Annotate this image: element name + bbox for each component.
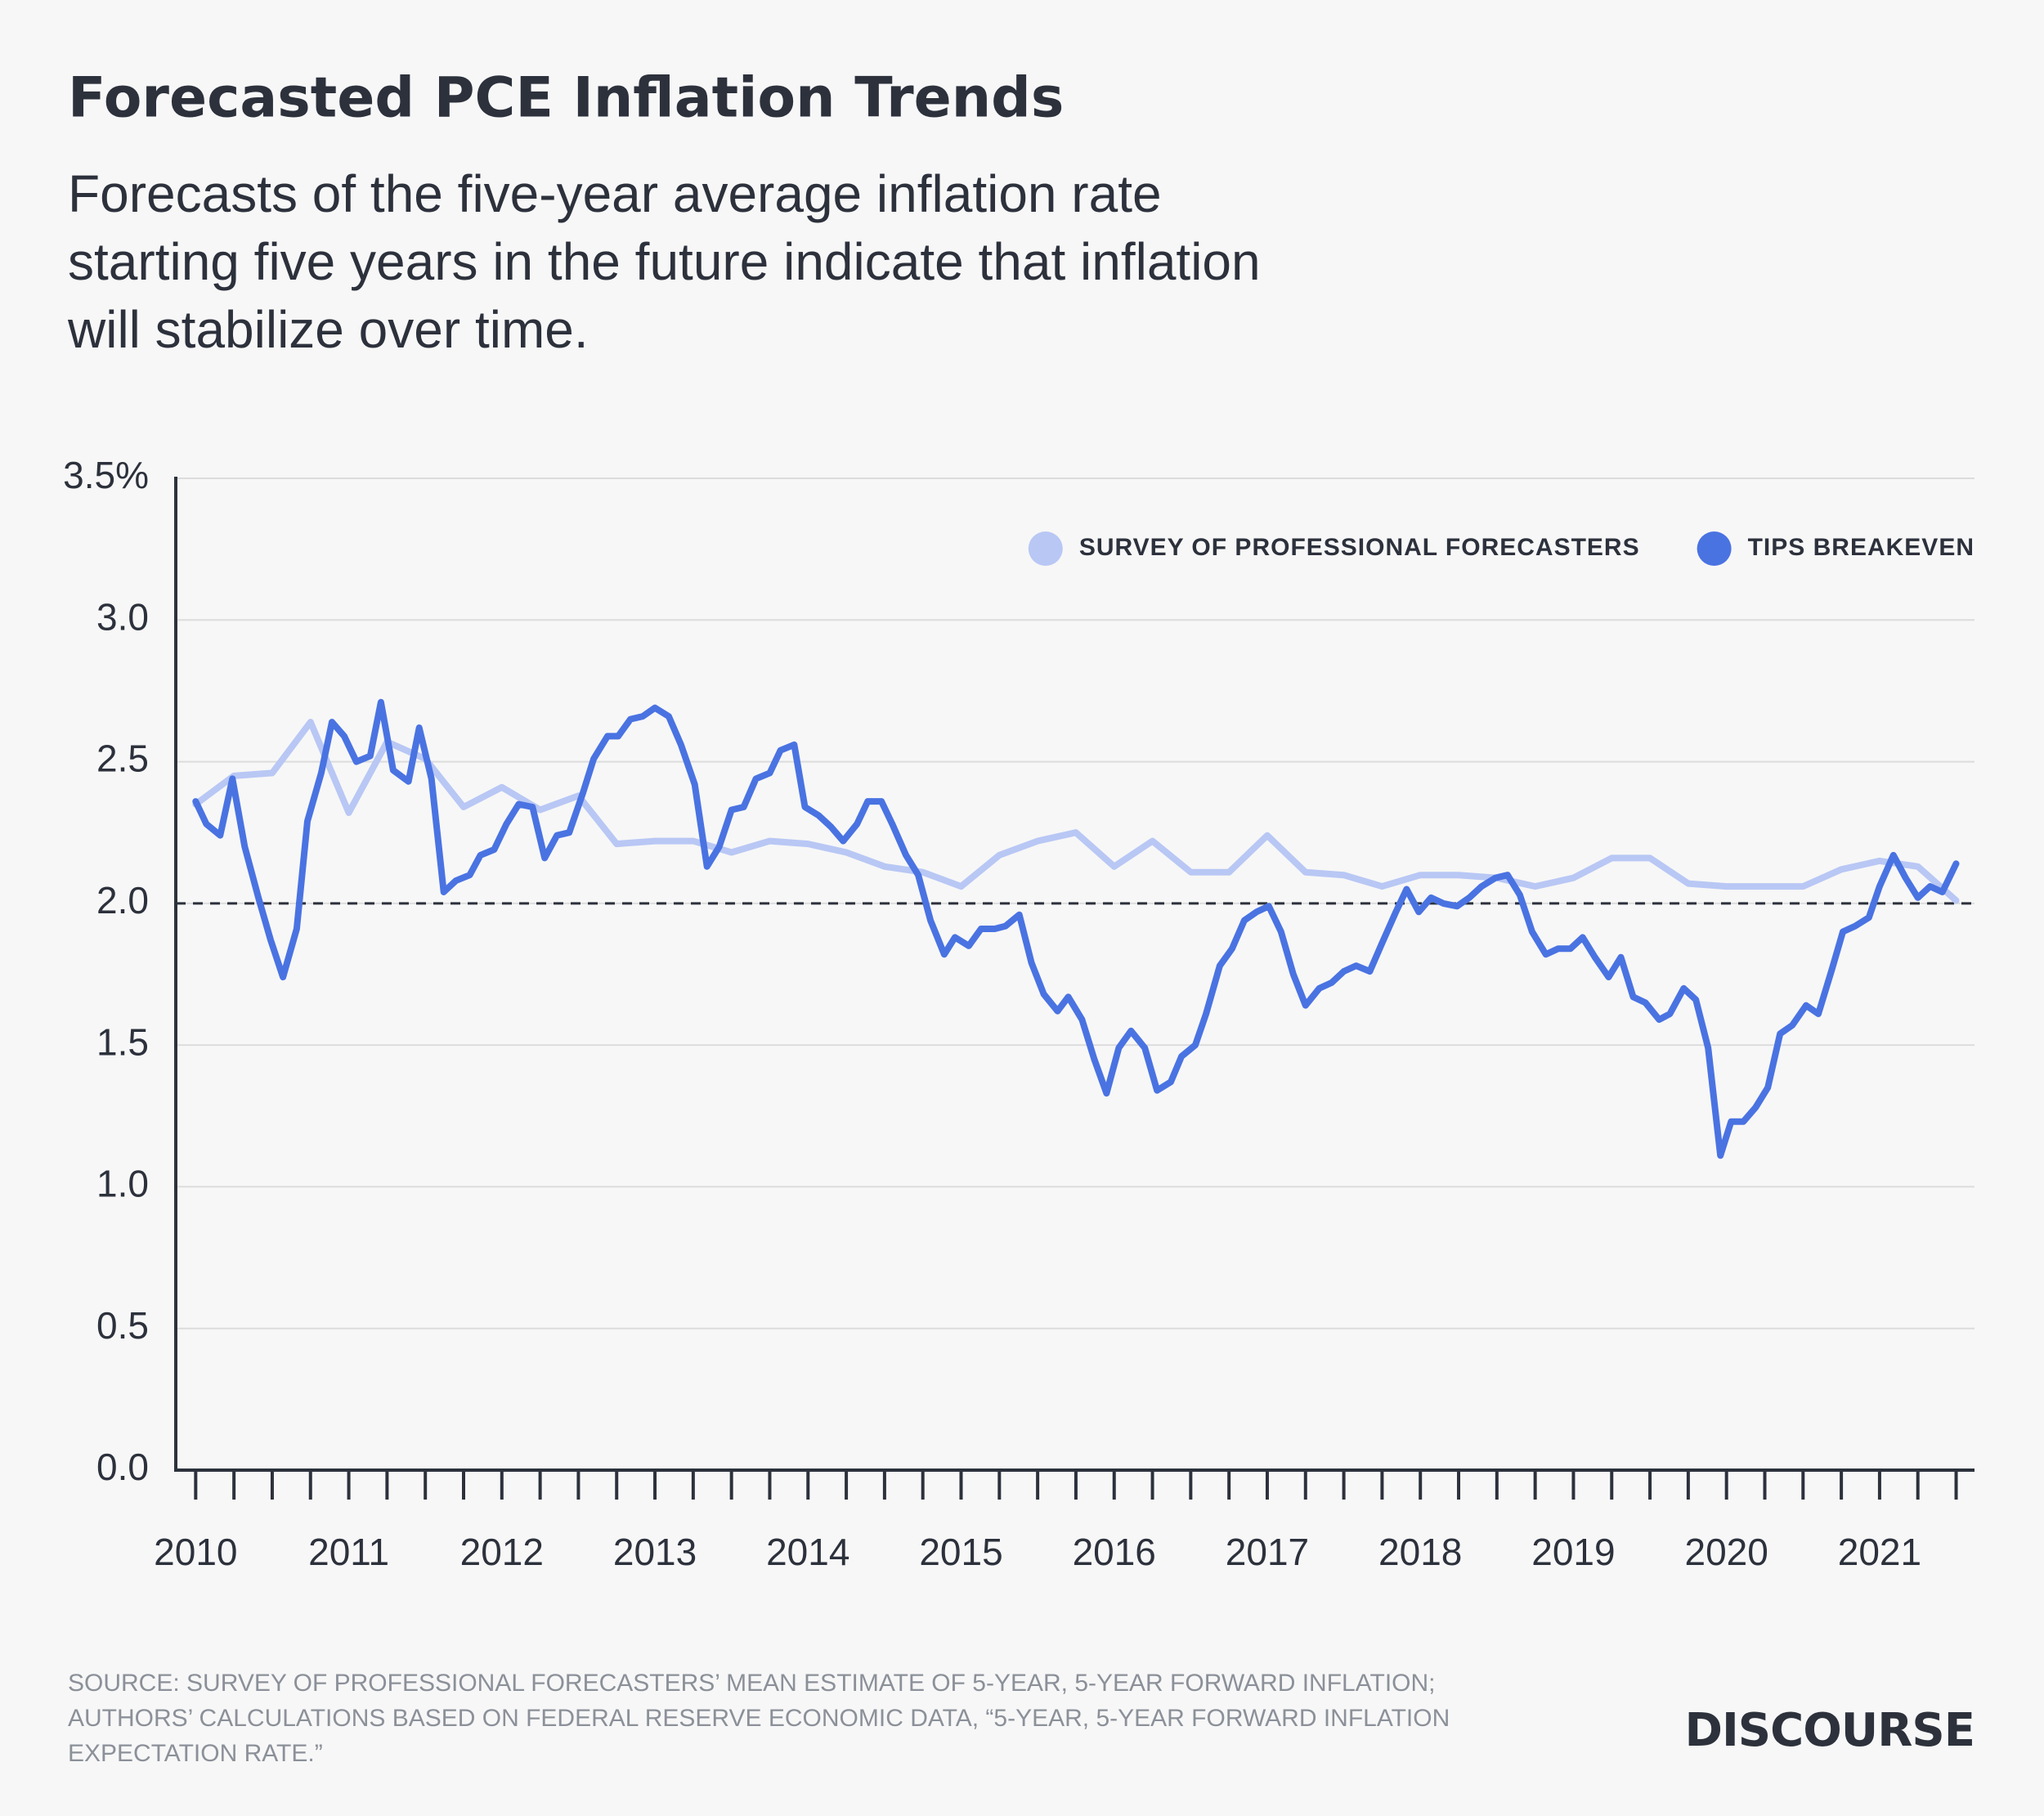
y-tick-label: 2.5 — [96, 738, 149, 780]
y-tick-label: 1.0 — [96, 1163, 149, 1205]
source: AUTHORS’ CALCULATIONS BASED ON FEDERAL R… — [68, 1705, 1450, 1732]
subtitle: starting five years in the future indica… — [68, 232, 1261, 291]
source: SOURCE: SURVEY OF PROFESSIONAL FORECASTE… — [68, 1670, 1436, 1697]
x-tick-label: 2018 — [1378, 1531, 1462, 1573]
series-line — [192, 698, 1960, 1159]
y-tick-label: 3.0 — [96, 595, 149, 638]
legend-label: TIPS BREAKEVEN — [1748, 534, 1975, 561]
source: EXPECTATION RATE.” — [68, 1740, 323, 1767]
y-tick-label: 0.0 — [96, 1446, 149, 1488]
x-tick-label: 2020 — [1685, 1531, 1768, 1573]
y-tick-label: 3.5% — [63, 454, 149, 496]
x-tick-label: 2017 — [1226, 1531, 1309, 1573]
chart-title: Forecasted PCE Inflation Trends — [68, 66, 1064, 131]
x-tick-label: 2015 — [919, 1531, 1002, 1573]
x-tick-label: 2010 — [154, 1531, 237, 1573]
subtitle: will stabilize over time. — [67, 300, 589, 359]
y-tick-label: 1.5 — [96, 1020, 149, 1063]
x-tick-label: 2014 — [766, 1531, 849, 1573]
x-tick-label: 2013 — [613, 1531, 697, 1573]
y-tick-label: 0.5 — [96, 1304, 149, 1347]
legend-label: SURVEY OF PROFESSIONAL FORECASTERS — [1079, 534, 1640, 561]
x-tick-label: 2016 — [1073, 1531, 1156, 1573]
x-tick-label: 2012 — [460, 1531, 544, 1573]
subtitle: Forecasts of the five-year average infla… — [68, 164, 1162, 223]
series-line — [192, 719, 1960, 904]
legend-marker — [1697, 531, 1732, 566]
y-tick-label: 2.0 — [96, 879, 149, 921]
brand: DISCOURSE — [1684, 1704, 1975, 1757]
x-tick-label: 2021 — [1838, 1531, 1921, 1573]
legend-marker — [1028, 531, 1063, 566]
x-tick-label: 2019 — [1531, 1531, 1615, 1573]
x-tick-label: 2011 — [308, 1531, 389, 1573]
